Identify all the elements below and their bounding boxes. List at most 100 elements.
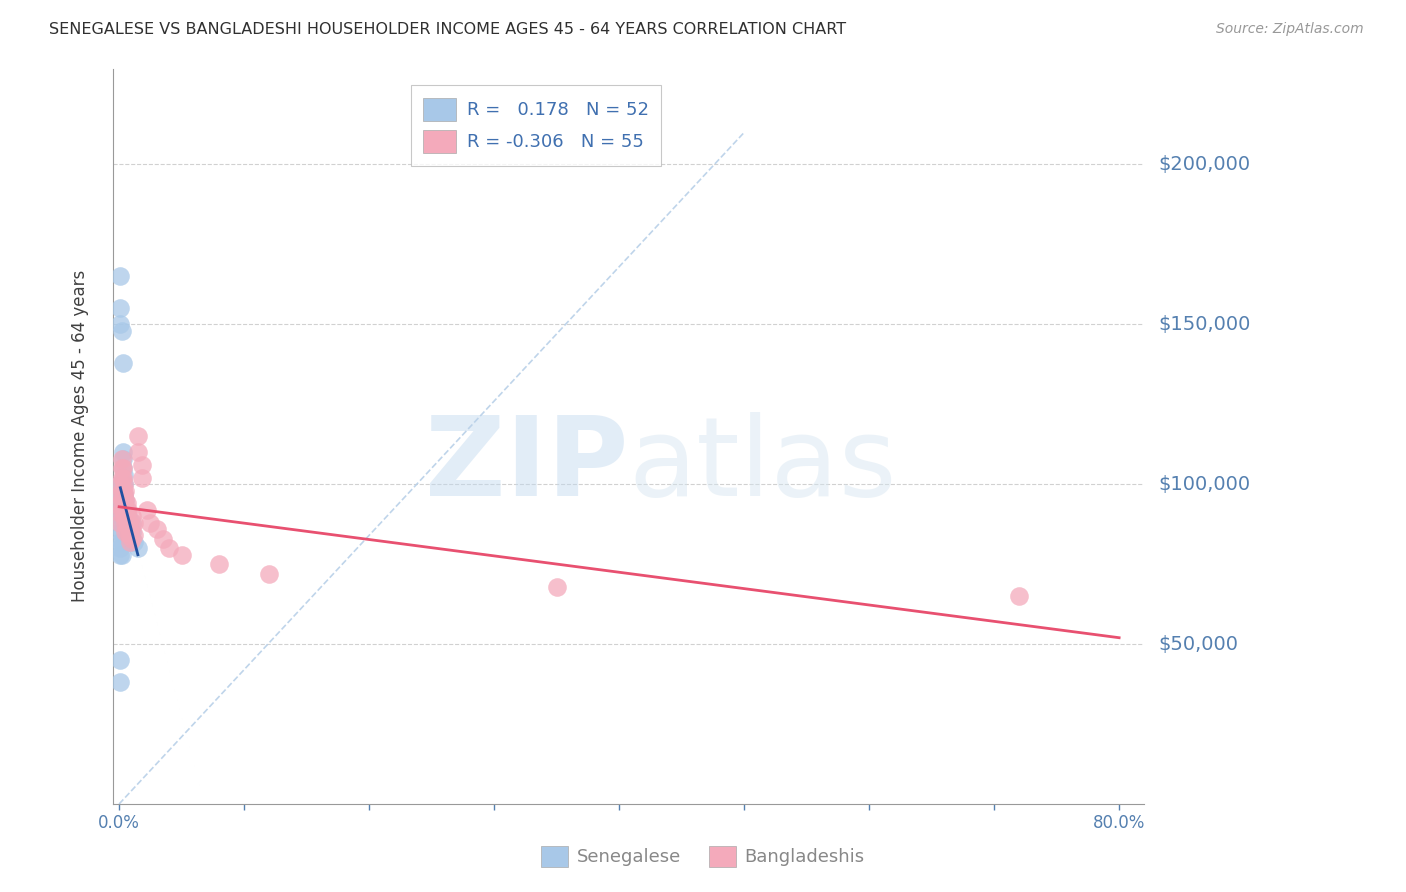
Point xyxy=(112,496,135,510)
Point xyxy=(121,509,143,524)
Point xyxy=(170,548,193,562)
Legend: R =   0.178   N = 52, R = -0.306   N = 55: R = 0.178 N = 52, R = -0.306 N = 55 xyxy=(411,85,661,166)
Point xyxy=(111,503,134,517)
Point xyxy=(208,557,231,571)
Point xyxy=(112,487,135,501)
Point xyxy=(111,471,134,485)
Point xyxy=(257,566,280,581)
Point xyxy=(120,534,142,549)
Point xyxy=(121,525,143,540)
Point xyxy=(115,516,138,530)
Point xyxy=(111,487,134,501)
Point xyxy=(115,516,138,530)
Point xyxy=(118,528,141,542)
Text: $50,000: $50,000 xyxy=(1159,634,1239,654)
Point xyxy=(110,516,132,530)
Point xyxy=(139,516,162,530)
Point xyxy=(117,525,139,540)
Point xyxy=(117,528,139,542)
Point xyxy=(122,516,145,530)
Point xyxy=(110,500,132,514)
Point xyxy=(118,516,141,530)
Point xyxy=(117,518,139,533)
Point xyxy=(115,496,138,510)
Point xyxy=(115,525,138,540)
Point xyxy=(114,509,136,524)
Point xyxy=(110,477,132,491)
Point xyxy=(110,301,132,316)
Point xyxy=(111,356,134,370)
Point xyxy=(110,496,132,510)
Point xyxy=(110,451,132,466)
Point xyxy=(114,516,136,530)
Point xyxy=(110,487,132,501)
Point xyxy=(115,506,138,520)
Point xyxy=(114,493,136,508)
Point xyxy=(118,516,141,530)
Point xyxy=(117,503,139,517)
Point xyxy=(110,516,132,530)
Point xyxy=(111,493,134,508)
Point xyxy=(111,477,134,491)
Point xyxy=(121,518,143,533)
Point xyxy=(110,541,132,556)
Point xyxy=(122,534,145,549)
Point xyxy=(114,516,136,530)
Point xyxy=(110,534,132,549)
Point xyxy=(114,525,136,540)
Point xyxy=(110,471,132,485)
Point xyxy=(110,269,132,284)
Point xyxy=(110,503,132,517)
Point xyxy=(110,490,132,504)
Text: $100,000: $100,000 xyxy=(1159,475,1250,493)
Point xyxy=(117,516,139,530)
Point xyxy=(111,461,134,475)
Point xyxy=(112,477,135,491)
Text: Source: ZipAtlas.com: Source: ZipAtlas.com xyxy=(1216,22,1364,37)
Point xyxy=(112,496,135,510)
Point xyxy=(112,477,135,491)
Point xyxy=(135,503,157,517)
Point xyxy=(110,318,132,332)
Point xyxy=(120,534,142,549)
Point xyxy=(110,653,132,667)
Point xyxy=(112,487,135,501)
Point xyxy=(112,509,135,524)
Point xyxy=(110,477,132,491)
Point xyxy=(110,548,132,562)
Point xyxy=(157,541,180,556)
Point xyxy=(145,522,167,536)
Point xyxy=(110,534,132,549)
Point xyxy=(114,503,136,517)
Point xyxy=(131,458,153,472)
Point xyxy=(110,506,132,520)
Point xyxy=(127,541,149,556)
Point xyxy=(127,445,149,459)
Point xyxy=(111,461,134,475)
Point xyxy=(110,493,132,508)
Point xyxy=(110,500,132,514)
Point xyxy=(111,451,134,466)
Text: atlas: atlas xyxy=(628,412,897,519)
Point xyxy=(112,467,135,482)
Y-axis label: Householder Income Ages 45 - 64 years: Householder Income Ages 45 - 64 years xyxy=(72,270,89,602)
Point xyxy=(110,324,132,338)
Point xyxy=(110,461,132,475)
Point xyxy=(120,525,142,540)
Point xyxy=(114,483,136,498)
Point xyxy=(114,493,136,508)
Point xyxy=(111,483,134,498)
Point xyxy=(1008,589,1031,603)
Point xyxy=(110,509,132,524)
Point xyxy=(110,490,132,504)
Point xyxy=(121,532,143,546)
Point xyxy=(117,509,139,524)
Point xyxy=(110,483,132,498)
Text: $200,000: $200,000 xyxy=(1159,155,1250,174)
Point xyxy=(546,580,568,594)
Point xyxy=(122,528,145,542)
Point xyxy=(111,445,134,459)
Point xyxy=(110,483,132,498)
Point xyxy=(114,503,136,517)
Point xyxy=(110,516,132,530)
